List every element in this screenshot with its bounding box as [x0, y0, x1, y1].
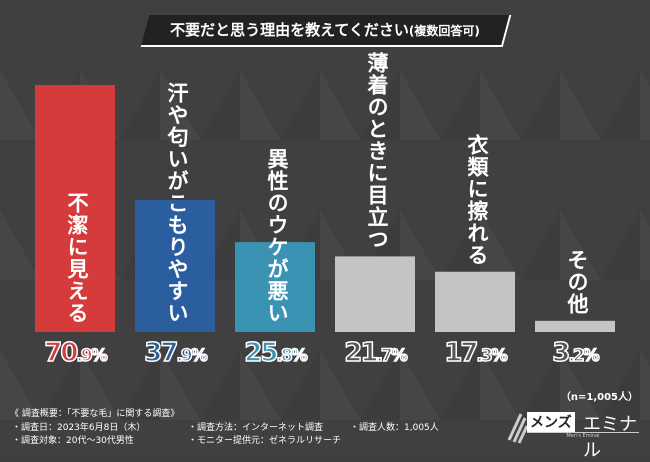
logo-mark-icon [507, 413, 527, 444]
sample-size-note: （n=1,005人） [560, 392, 638, 403]
value-label: 25.8% [243, 337, 308, 369]
category-label: 薄着のときに目立つ [365, 52, 389, 251]
brand-logo: メンズ エミナル Men's Eminal [505, 410, 645, 461]
survey-count: ・調査人数：1,005人 [350, 423, 439, 433]
bar-0 [35, 85, 115, 332]
category-label: 不潔に見える [65, 192, 89, 324]
survey-heading: 《 調査概要：「不要な毛」に関する調査》 [10, 409, 180, 419]
bar-3 [335, 256, 415, 332]
category-label: その他 [565, 248, 589, 315]
value-label: 21.7% [343, 337, 408, 369]
category-label: 異性のウケが悪い [265, 148, 289, 324]
survey-target: ・調査対象：20代〜30代男性 [12, 436, 134, 446]
value-label: 70.9% [43, 337, 108, 369]
survey-provider: ・モニター提供元：ゼネラルリサーチ [188, 436, 342, 446]
bar-4 [435, 271, 515, 332]
value-label: 3.2% [552, 337, 601, 369]
value-label: 37.9% [143, 337, 208, 369]
bar-2 [235, 242, 315, 332]
survey-date: ・調査日：2023年6月8日（木） [12, 423, 146, 433]
chart-title: 不要だと思う理由を教えてください(複数回答可) [170, 21, 480, 39]
bar-5 [535, 320, 615, 332]
bar-1 [135, 199, 215, 332]
value-label: 17.3% [443, 337, 508, 369]
category-label: 汗や匂いがこもりやすい [165, 82, 189, 324]
category-label: 衣類に擦れる [465, 133, 489, 266]
bar-chart [35, 85, 615, 332]
survey-method: ・調査方法：インターネット調査 [188, 423, 324, 433]
